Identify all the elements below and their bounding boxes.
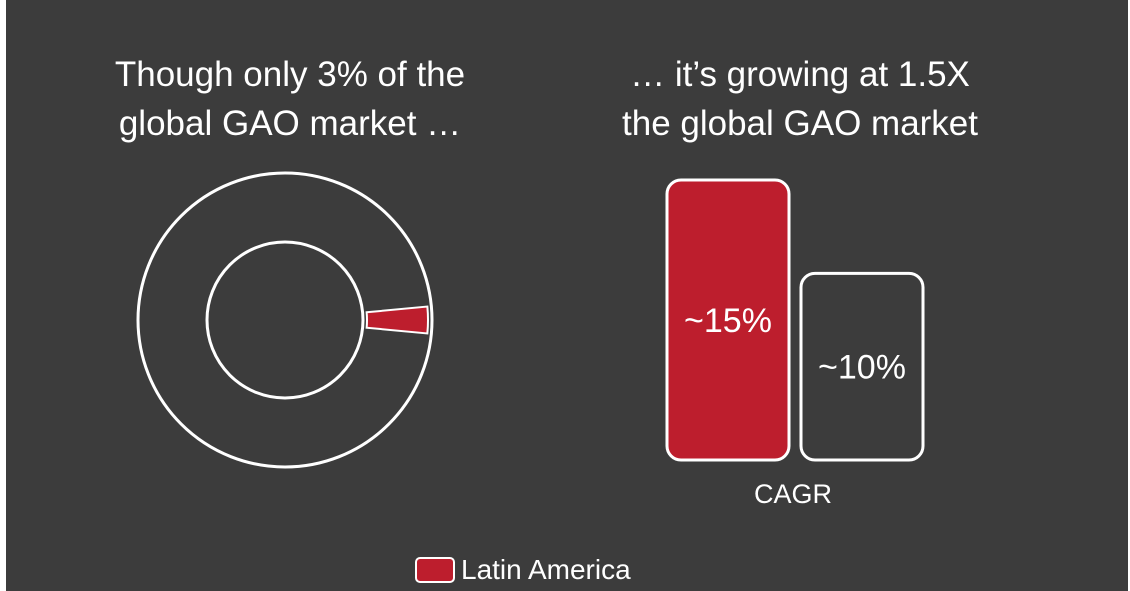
donut-outer-ring <box>136 171 434 469</box>
donut-heading: Though only 3% of the global GAO market … <box>114 55 466 143</box>
legend-label-latin-america: Latin America <box>461 554 631 585</box>
chart-panel <box>6 0 1128 591</box>
bar-chart: ~15% ~10% CAGR <box>665 178 925 509</box>
bar-latin-america <box>665 178 791 462</box>
donut-chart <box>136 171 434 469</box>
donut-inner-ring <box>205 240 365 400</box>
donut-slice-latin-america <box>365 305 429 335</box>
legend-swatch-latin-america <box>415 557 455 583</box>
x-axis-label: CAGR <box>754 479 832 509</box>
legend: Latin America <box>415 553 631 587</box>
bar-heading: … it’s growing at 1.5X the global GAO ma… <box>622 55 978 143</box>
bar-value-label-latin-america: ~15% <box>684 302 772 340</box>
bar-global <box>799 271 925 462</box>
bar-value-label-global: ~10% <box>818 349 906 387</box>
